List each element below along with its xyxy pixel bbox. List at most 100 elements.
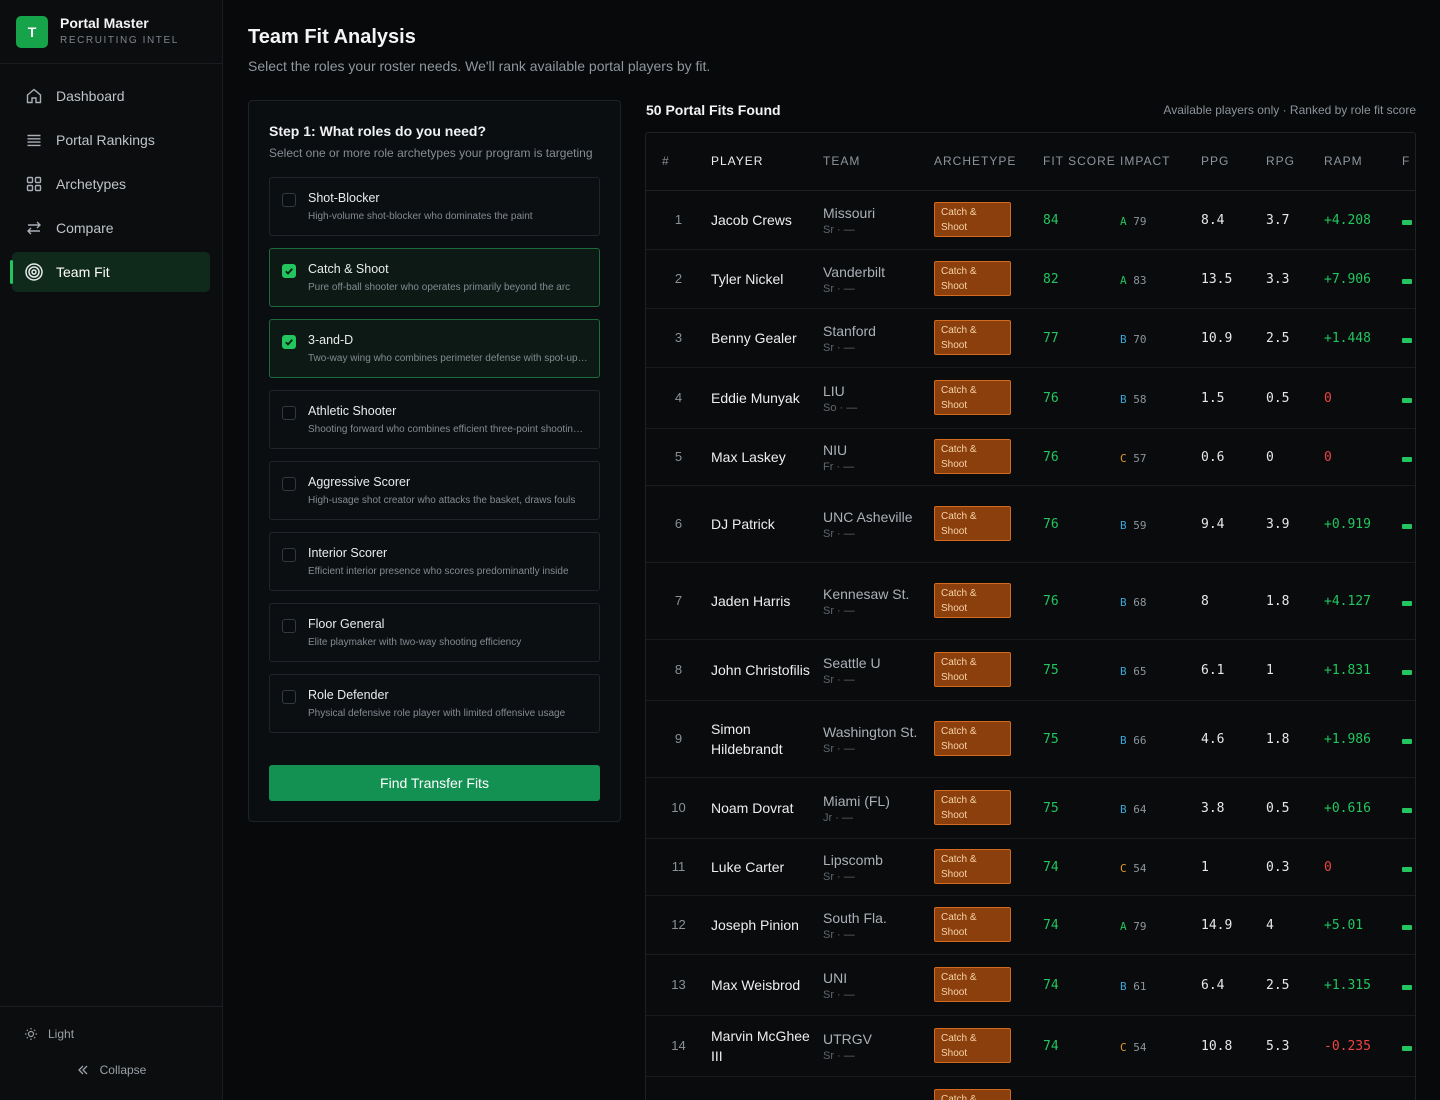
table-row[interactable]: 6 DJ Patrick UNC Asheville Sr · — Catch & Sh… (646, 485, 1415, 563)
ppg-value: 10.9 (1201, 331, 1233, 346)
table-row[interactable]: 13 Max Weisbrod UNI Sr · — Catch & Shoot 74 B … (646, 954, 1415, 1016)
role-name: Catch & Shoot (308, 262, 389, 276)
role-option[interactable]: Athletic Shooter Shooting forward who com… (269, 390, 600, 449)
table-row[interactable]: 4 Eddie Munyak LIU So · — Catch & Shoot 76 B 5… (646, 367, 1415, 429)
player-name[interactable]: Joseph Pinion (711, 895, 823, 955)
column-header-team[interactable]: TEAM (823, 133, 934, 191)
column-header-archetype[interactable]: ARCHETYPE (934, 133, 1043, 191)
rapm-cell: +1.315 (1324, 954, 1402, 1016)
rpg-cell: 0 (1266, 428, 1324, 486)
table-row[interactable]: 10 Noam Dovrat Miami (FL) Jr · — Catch & Sho… (646, 777, 1415, 839)
ppg-cell: 3.8 (1201, 777, 1266, 839)
table-row[interactable]: Norfolk St.Catch & Shoot (646, 1076, 1415, 1100)
f-cell (1402, 895, 1415, 955)
role-name: Aggressive Scorer (308, 475, 411, 489)
player-name[interactable]: Benny Gealer (711, 308, 823, 368)
checkmark-icon (285, 268, 293, 275)
player-name[interactable]: Max Weisbrod (711, 954, 823, 1016)
role-option[interactable]: Role Defender Physical defensive role pla… (269, 674, 600, 733)
role-option[interactable]: 3-and-D Two-way wing who combines perimet… (269, 319, 600, 378)
player-name[interactable]: Jaden Harris (711, 562, 823, 640)
rpg-value: 1.8 (1266, 594, 1290, 609)
column-header-ppg[interactable]: PPG (1201, 133, 1266, 191)
rpg-cell: 4 (1266, 895, 1324, 955)
player-name[interactable] (711, 1076, 823, 1100)
collapse-button[interactable]: Collapse (0, 1063, 222, 1077)
collapse-label: Collapse (99, 1063, 147, 1077)
table-header-row: # PLAYER TEAM ARCHETYPE FIT SCORE IMPACT… (646, 133, 1415, 191)
fit-score: 75 (1043, 663, 1059, 678)
rapm-cell: 0 (1324, 428, 1402, 486)
role-checkbox[interactable] (282, 690, 296, 704)
impact-grade: C (1120, 861, 1127, 875)
role-option[interactable]: Interior Scorer Efficient interior presen… (269, 532, 600, 591)
theme-toggle[interactable]: Light (24, 1027, 74, 1041)
table-row[interactable]: 3 Benny Gealer Stanford Sr · — Catch & Shoot… (646, 308, 1415, 368)
table-row[interactable]: 11 Luke Carter Lipscomb Sr · — Catch & Shoot… (646, 838, 1415, 896)
sidebar-item-portal-rankings[interactable]: Portal Rankings (12, 120, 210, 160)
impact-score: 64 (1133, 802, 1147, 816)
archetype-badge: Catch & Shoot (934, 506, 1011, 541)
player-name[interactable]: DJ Patrick (711, 485, 823, 563)
table-row[interactable]: 7 Jaden Harris Kennesaw St. Sr · — Catch & S… (646, 562, 1415, 640)
role-name: Interior Scorer (308, 546, 388, 560)
player-name[interactable]: Marvin McGhee III (711, 1015, 823, 1077)
sidebar-item-team-fit[interactable]: Team Fit (10, 252, 210, 292)
fit-score: 76 (1043, 594, 1059, 609)
column-header-rapm[interactable]: RAPM (1324, 133, 1402, 191)
player-name[interactable]: John Christofilis (711, 639, 823, 701)
player-name[interactable]: Noam Dovrat (711, 777, 823, 839)
player-name[interactable]: Simon Hildebrandt (711, 700, 823, 778)
player-name[interactable]: Jacob Crews (711, 190, 823, 250)
impact-cell: B 64 (1120, 777, 1201, 839)
column-header-impact[interactable]: IMPACT (1120, 133, 1201, 191)
role-option[interactable]: Floor General Elite playmaker with two-wa… (269, 603, 600, 662)
column-header-fit-score[interactable]: FIT SCORE (1043, 133, 1120, 191)
role-option[interactable]: Aggressive Scorer High-usage shot creator… (269, 461, 600, 520)
player-name[interactable]: Eddie Munyak (711, 367, 823, 429)
sidebar-item-compare[interactable]: Compare (12, 208, 210, 248)
sidebar-item-dashboard[interactable]: Dashboard (12, 76, 210, 116)
table-row[interactable]: 2 Tyler Nickel Vanderbilt Sr · — Catch & Sho… (646, 249, 1415, 309)
impact-grade: B (1120, 595, 1127, 609)
rpg-cell: 0.3 (1266, 838, 1324, 896)
results-table-container[interactable]: # PLAYER TEAM ARCHETYPE FIT SCORE IMPACT… (645, 132, 1416, 1100)
archetype-cell: Catch & Shoot (934, 1015, 1043, 1077)
table-row[interactable]: 14 Marvin McGhee III UTRGV Sr · — Catch & Sh… (646, 1015, 1415, 1077)
role-checkbox[interactable] (282, 548, 296, 562)
role-checkbox[interactable] (282, 477, 296, 491)
role-checkbox[interactable] (282, 264, 296, 278)
find-transfer-fits-button[interactable]: Find Transfer Fits (269, 765, 600, 801)
player-class: Sr · — (823, 604, 855, 617)
player-name[interactable]: Luke Carter (711, 838, 823, 896)
role-checkbox[interactable] (282, 335, 296, 349)
player-name[interactable]: Tyler Nickel (711, 249, 823, 309)
f-bar (1402, 866, 1412, 872)
table-row[interactable]: 9 Simon Hildebrandt Washington St. Sr · — Ca… (646, 700, 1415, 778)
column-header-f[interactable]: F (1402, 133, 1415, 191)
sidebar-item-archetypes[interactable]: Archetypes (12, 164, 210, 204)
table-row[interactable]: 12 Joseph Pinion South Fla. Sr · — Catch & S… (646, 895, 1415, 955)
team-name: UNI (823, 969, 848, 986)
column-header-player[interactable]: PLAYER (711, 133, 823, 191)
player-name[interactable]: Max Laskey (711, 428, 823, 486)
role-name: Shot-Blocker (308, 191, 380, 205)
role-checkbox[interactable] (282, 619, 296, 633)
f-bar (1402, 456, 1412, 462)
column-header-rpg[interactable]: RPG (1266, 133, 1324, 191)
impact-cell: C 54 (1120, 838, 1201, 896)
role-checkbox[interactable] (282, 406, 296, 420)
ppg-value: 14.9 (1201, 918, 1233, 933)
table-row[interactable]: 5 Max Laskey NIU Fr · — Catch & Shoot 76 C 57 0… (646, 428, 1415, 486)
role-checkbox[interactable] (282, 193, 296, 207)
table-row[interactable]: 8 John Christofilis Seattle U Sr · — Catch &… (646, 639, 1415, 701)
column-header-rank[interactable]: # (646, 133, 711, 191)
fit-score: 76 (1043, 450, 1059, 465)
rapm-value: +1.831 (1324, 663, 1371, 678)
archetype-cell: Catch & Shoot (934, 428, 1043, 486)
table-row[interactable]: 1 Jacob Crews Missouri Sr · — Catch & Shoot 8… (646, 190, 1415, 250)
impact-grade: C (1120, 1040, 1127, 1054)
role-option[interactable]: Catch & Shoot Pure off-ball shooter who o… (269, 248, 600, 307)
fit-score-cell: 76 (1043, 562, 1120, 640)
role-option[interactable]: Shot-Blocker High-volume shot-blocker who… (269, 177, 600, 236)
